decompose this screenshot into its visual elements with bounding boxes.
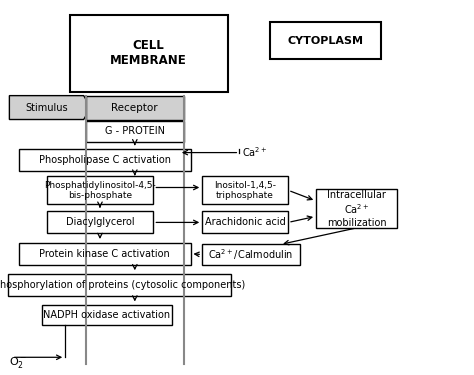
- Text: Ca$^{2+}$: Ca$^{2+}$: [242, 146, 267, 159]
- FancyBboxPatch shape: [46, 211, 154, 233]
- Text: Phospholipase C activation: Phospholipase C activation: [38, 155, 171, 165]
- FancyBboxPatch shape: [9, 274, 231, 296]
- Text: G - PROTEIN: G - PROTEIN: [105, 126, 165, 136]
- FancyBboxPatch shape: [18, 149, 191, 171]
- Text: Intracellular
Ca$^{2+}$
mobilization: Intracellular Ca$^{2+}$ mobilization: [327, 190, 386, 228]
- Text: NADPH oxidase activation: NADPH oxidase activation: [44, 310, 171, 320]
- FancyBboxPatch shape: [86, 122, 183, 142]
- FancyBboxPatch shape: [270, 22, 381, 59]
- Text: O$_2^-$: O$_2^-$: [9, 355, 27, 370]
- Text: CELL
MEMBRANE: CELL MEMBRANE: [110, 39, 187, 68]
- Text: Inositol-1,4,5-
triphosphate: Inositol-1,4,5- triphosphate: [214, 180, 276, 200]
- Text: Stimulus: Stimulus: [25, 103, 68, 112]
- FancyBboxPatch shape: [42, 305, 172, 325]
- FancyBboxPatch shape: [202, 211, 288, 233]
- FancyBboxPatch shape: [70, 15, 228, 92]
- FancyBboxPatch shape: [86, 96, 183, 120]
- FancyBboxPatch shape: [202, 244, 300, 265]
- FancyBboxPatch shape: [46, 177, 154, 204]
- Text: Diacylglycerol: Diacylglycerol: [66, 217, 134, 227]
- Text: Receptor: Receptor: [111, 103, 158, 112]
- Text: Ca$^{2+}$/Calmodulin: Ca$^{2+}$/Calmodulin: [208, 247, 293, 262]
- Polygon shape: [9, 96, 91, 120]
- Text: Phosphorylation of proteins (cytosolic components): Phosphorylation of proteins (cytosolic c…: [0, 280, 246, 290]
- Text: CYTOPLASM: CYTOPLASM: [287, 36, 363, 45]
- Text: Phosphatidylinositol-4,5-
bis-phosphate: Phosphatidylinositol-4,5- bis-phosphate: [44, 180, 156, 200]
- FancyBboxPatch shape: [202, 177, 288, 204]
- FancyBboxPatch shape: [18, 243, 191, 265]
- Text: Arachidonic acid: Arachidonic acid: [205, 217, 285, 227]
- Text: Protein kinase C activation: Protein kinase C activation: [39, 249, 170, 259]
- FancyBboxPatch shape: [316, 189, 397, 228]
